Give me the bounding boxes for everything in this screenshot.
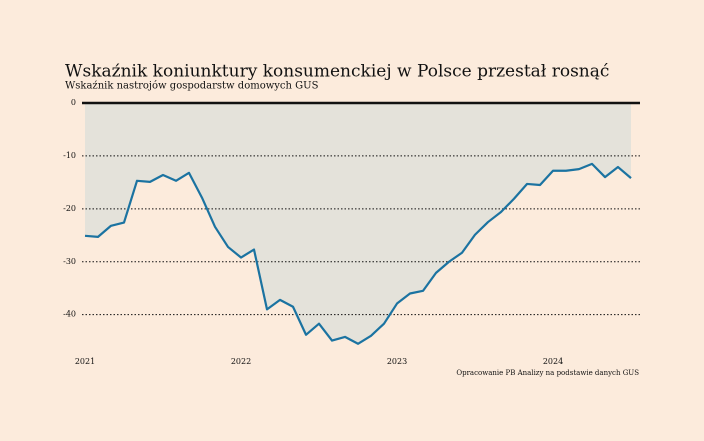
line	[84, 162, 632, 345]
x-tick-label: 2024	[543, 357, 563, 366]
y-tick-label: -10	[63, 151, 76, 160]
x-tick-label: 2022	[231, 357, 251, 366]
y-tick-label: -20	[63, 204, 76, 213]
area	[85, 103, 631, 344]
y-tick-label: 0	[71, 98, 76, 107]
y-tick-label: -30	[63, 257, 76, 266]
chart-subtitle: Wskaźnik nastrojów gospodarstw domowych …	[65, 81, 319, 92]
y-tick-label: -40	[63, 310, 76, 319]
x-tick-label: 2023	[387, 357, 407, 366]
source-note: Opracowanie PB Analizy na podstawie dany…	[456, 369, 639, 377]
x-tick-label: 2021	[75, 357, 95, 366]
chart-title: Wskaźnik koniunktury konsumenckiej w Pol…	[65, 62, 609, 82]
